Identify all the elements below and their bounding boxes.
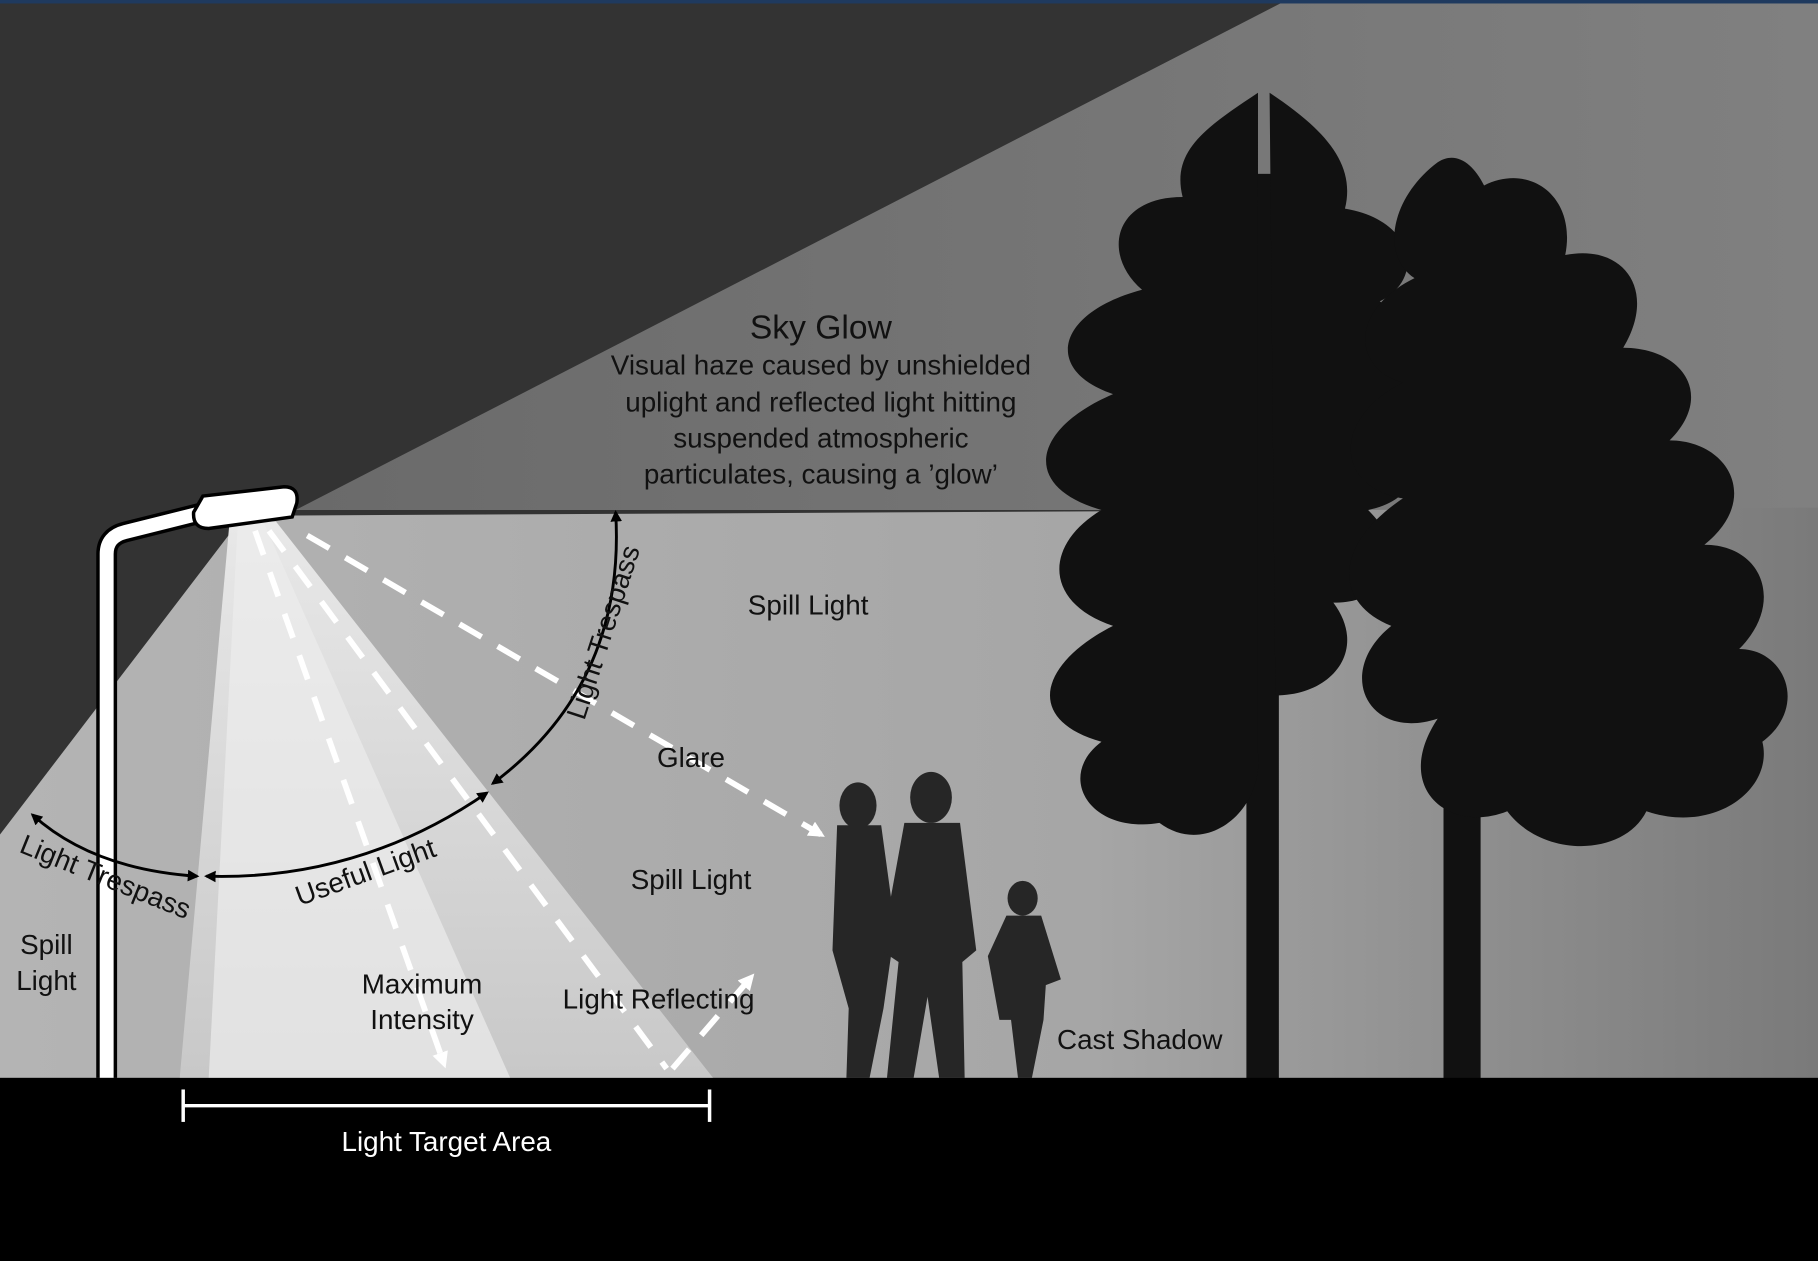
label: Light Target Area [341, 1126, 551, 1157]
label: Spill Light [631, 864, 752, 895]
label: Spill [20, 929, 73, 960]
sky-glow-title: Sky Glow [750, 309, 893, 346]
label: Light [16, 965, 77, 996]
sky-glow-line: suspended atmospheric [673, 422, 968, 453]
label: Intensity [370, 1004, 474, 1035]
label: Light Reflecting [563, 983, 755, 1014]
label: Cast Shadow [1057, 1024, 1223, 1055]
label: Spill Light [748, 589, 869, 620]
top-bar [0, 0, 1818, 3]
sky-glow-line: particulates, causing a ’glow’ [644, 458, 998, 489]
sky-glow-line: Visual haze caused by unshielded [611, 349, 1031, 380]
sky-glow-line: uplight and reflected light hitting [625, 386, 1016, 417]
label: Maximum [362, 968, 483, 999]
label: Glare [657, 742, 725, 773]
diagram: Sky Glow Visual haze caused by unshielde… [0, 0, 1818, 1261]
